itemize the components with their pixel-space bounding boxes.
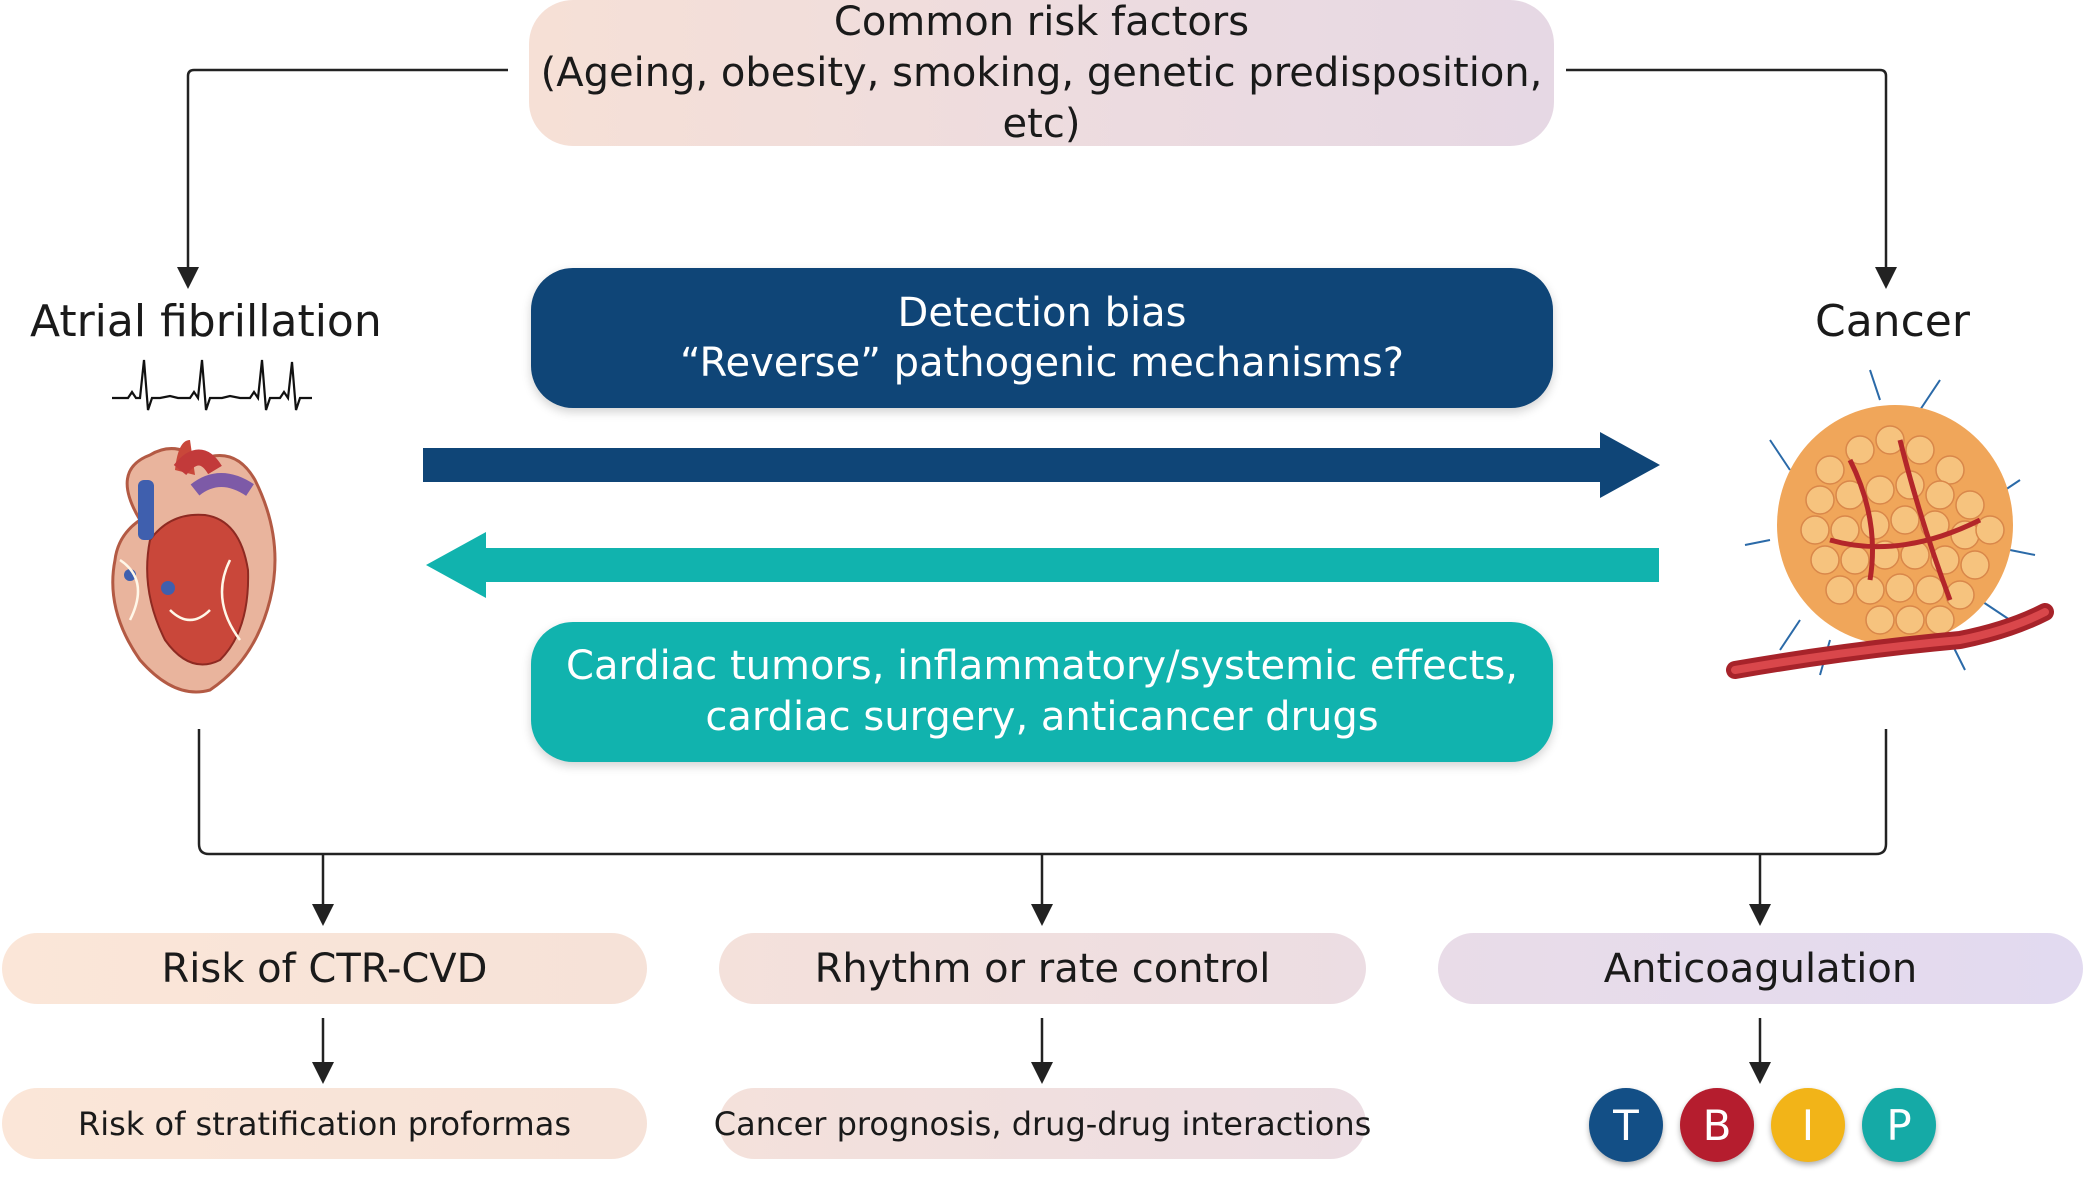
detection-bias-box: Detection bias “Reverse” pathogenic mech… [531, 268, 1553, 408]
connector-risk-to-af [177, 68, 508, 289]
cardiac-effects-line1: Cardiac tumors, inflammatory/systemic ef… [566, 643, 1518, 689]
common-risk-factors-box: Common risk factors (Ageing, obesity, sm… [529, 0, 1554, 147]
detection-bias-line1: Detection bias [897, 290, 1187, 336]
cardiac-effects-box: Cardiac tumors, inflammatory/systemic ef… [531, 622, 1553, 762]
connector-risk-to-cancer [1566, 68, 1897, 289]
cardiac-effects-line2: cardiac surgery, anticancer drugs [705, 694, 1379, 740]
tumor-illustration [1726, 369, 2054, 679]
atrial-fibrillation-label: Atrial fibrillation [30, 296, 382, 347]
tbip-circle-p: P [1862, 1088, 1936, 1162]
arrow-cancer-to-af [426, 532, 1659, 598]
rhythm-rate-control-pill: Rhythm or rate control [719, 933, 1366, 1004]
arrow-af-to-cancer [423, 432, 1660, 498]
tbip-circle-b: B [1680, 1088, 1754, 1162]
risk-factors-list: (Ageing, obesity, smoking, genetic predi… [540, 49, 1543, 147]
heart-illustration [111, 440, 277, 694]
tbip-circle-t: T [1589, 1088, 1663, 1162]
risk-factors-title: Common risk factors [833, 0, 1250, 45]
risk-ctr-cvd-pill: Risk of CTR-CVD [2, 933, 647, 1004]
stratification-proformas-pill: Risk of stratification proformas [2, 1088, 647, 1159]
cancer-prognosis-pill: Cancer prognosis, drug-drug interactions [714, 1088, 1371, 1159]
anticoagulation-pill: Anticoagulation [1438, 933, 2083, 1004]
detection-bias-line2: “Reverse” pathogenic mechanisms? [679, 340, 1405, 386]
cancer-label: Cancer [1815, 296, 1970, 347]
ecg-trace-icon [112, 359, 312, 411]
tbip-circle-i: I [1771, 1088, 1845, 1162]
